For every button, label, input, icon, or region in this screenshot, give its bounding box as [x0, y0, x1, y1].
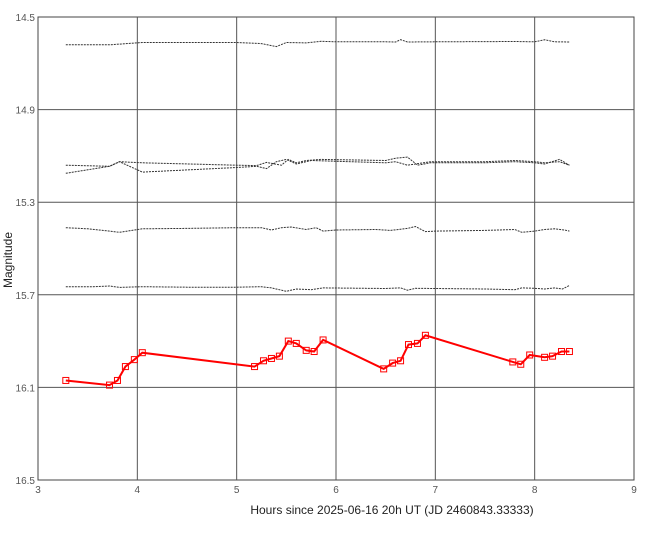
data-point-marker [130, 356, 138, 364]
series-2 [65, 158, 570, 174]
data-point-marker [517, 360, 525, 368]
data-point-marker [541, 353, 549, 361]
x-tick-labels: 3 4 5 6 7 8 9 [35, 485, 637, 496]
data-point-marker [275, 352, 283, 360]
data-point-marker [405, 341, 413, 349]
data-point-marker [138, 349, 146, 357]
data-point-marker [310, 348, 318, 356]
data-point-marker [292, 339, 300, 347]
y-axis-label: Magnitude [1, 232, 15, 288]
data-point-marker [389, 359, 397, 367]
series-3 [65, 225, 570, 233]
series-group [62, 39, 573, 389]
x-tick-label: 7 [433, 485, 439, 496]
x-tick-label: 5 [234, 485, 240, 496]
y-tick-label: 16.1 [16, 383, 36, 394]
grid-lines [38, 17, 634, 480]
series-4 [65, 285, 570, 292]
series-5 [62, 331, 573, 389]
data-point-marker [565, 348, 573, 356]
data-point-marker [251, 363, 259, 371]
data-point-marker [284, 337, 292, 345]
data-point-marker [267, 354, 275, 362]
data-point-marker [549, 352, 557, 360]
x-tick-label: 4 [135, 485, 141, 496]
data-point-marker [380, 365, 388, 373]
data-point-marker [62, 376, 70, 384]
data-point-marker [121, 363, 129, 371]
series-0 [65, 39, 570, 48]
y-tick-label: 16.5 [16, 476, 36, 487]
series-line [65, 225, 570, 233]
y-tick-label: 14.9 [16, 106, 36, 117]
series-line [65, 39, 570, 48]
data-point-marker [526, 351, 534, 359]
x-axis-label: Hours since 2025-06-16 20h UT (JD 246084… [250, 503, 533, 517]
x-tick-label: 9 [631, 485, 637, 496]
data-point-marker [106, 381, 114, 389]
data-point-marker [421, 331, 429, 339]
series-line [65, 285, 570, 292]
data-point-marker [319, 336, 327, 344]
x-tick-label: 3 [35, 485, 41, 496]
data-point-marker [413, 339, 421, 347]
data-point-marker [557, 348, 565, 356]
x-tick-label: 8 [532, 485, 538, 496]
series-line [65, 334, 570, 387]
data-point-marker [397, 357, 405, 365]
data-point-marker [509, 358, 517, 366]
data-point-marker [113, 376, 121, 384]
y-tick-label: 14.5 [16, 13, 36, 24]
x-tick-label: 6 [333, 485, 339, 496]
y-tick-label: 15.3 [16, 198, 36, 209]
data-point-marker [259, 357, 267, 365]
y-tick-labels: 14.5 14.9 15.3 15.7 16.1 16.5 [16, 13, 36, 487]
y-tick-label: 15.7 [16, 291, 36, 302]
series-line [65, 158, 570, 174]
data-point-marker [302, 346, 310, 354]
